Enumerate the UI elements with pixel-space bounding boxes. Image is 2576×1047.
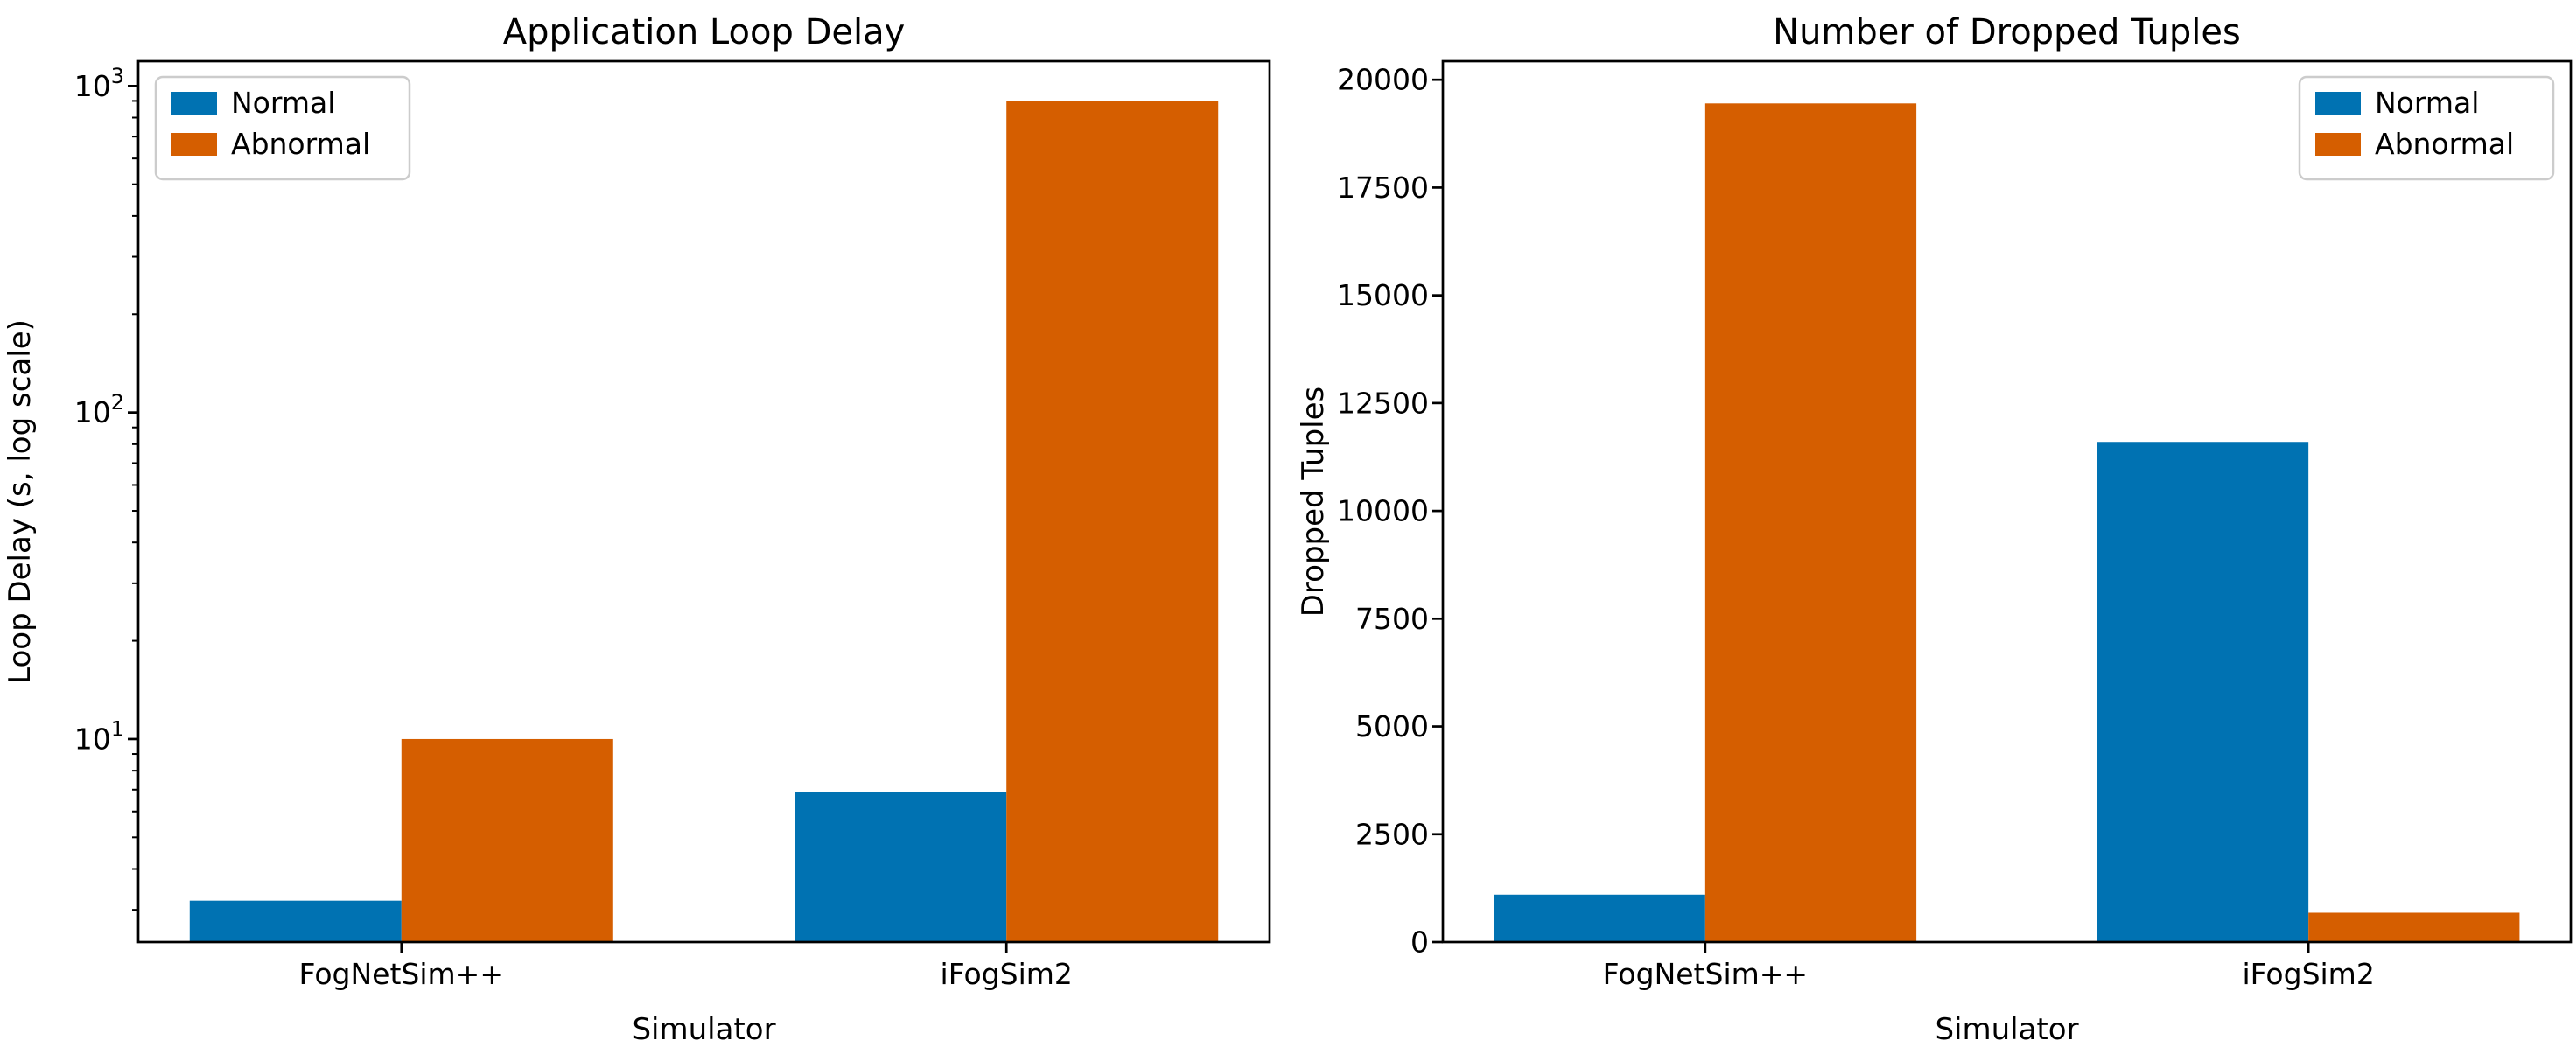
x-tick-label: iFogSim2	[2242, 957, 2374, 991]
chart-title: Application Loop Delay	[503, 12, 906, 52]
y-tick-label: 102	[74, 390, 124, 429]
legend-label-abnormal: Abnormal	[2375, 127, 2514, 161]
x-tick-label: FogNetSim++	[299, 957, 504, 991]
chart-title: Number of Dropped Tuples	[1773, 12, 2241, 52]
bar-fognetsim-normal	[1494, 894, 1705, 942]
legend-label-normal: Normal	[2375, 86, 2479, 120]
y-tick-label: 0	[1410, 925, 1429, 960]
x-tick-label: iFogSim2	[941, 957, 1073, 991]
legend-box	[154, 75, 411, 181]
y-tick-label: 7500	[1355, 602, 1429, 636]
x-tick-label: FogNetSim++	[1603, 957, 1808, 991]
legend: Normal Abnormal	[154, 75, 411, 181]
legend-label-abnormal: Abnormal	[231, 127, 370, 161]
legend-label-normal: Normal	[231, 86, 335, 120]
legend-swatch-normal	[172, 92, 217, 115]
chart-number-of-dropped-tuples: 0 2500 5000 7500 10000 12500 15000 17500 20000 Fo…	[1296, 12, 2572, 1047]
x-axis-label: Simulator	[632, 1012, 775, 1047]
y-axis-label: Loop Delay (s, log scale)	[3, 319, 38, 684]
y-tick-label: 10000	[1337, 494, 1429, 528]
bar-ifogsim2-normal	[794, 792, 1007, 942]
x-axis-label: Simulator	[1935, 1012, 2078, 1047]
bar-fognetsim-abnormal	[401, 738, 613, 942]
bar-ifogsim2-abnormal	[2308, 912, 2520, 942]
y-tick-label: 12500	[1337, 386, 1429, 420]
y-axis-label: Dropped Tuples	[1296, 387, 1331, 618]
axes-frame	[136, 59, 1271, 944]
legend: Normal Abnormal	[2298, 75, 2555, 181]
legend-swatch-normal	[2315, 92, 2361, 115]
y-tick-label: 20000	[1337, 63, 1429, 97]
bar-fognetsim-abnormal	[1704, 103, 1917, 943]
axes-frame	[1441, 59, 2572, 944]
legend-swatch-abnormal	[172, 133, 217, 156]
bar-ifogsim2-abnormal	[1006, 101, 1219, 943]
y-tick-label: 101	[74, 716, 124, 756]
y-tick-label: 15000	[1337, 278, 1429, 312]
y-tick-label: 2500	[1355, 817, 1429, 851]
y-tick-label: 5000	[1355, 709, 1429, 743]
y-tick-label: 103	[74, 64, 124, 103]
bar-ifogsim2-normal	[2096, 442, 2309, 942]
bar-fognetsim-normal	[189, 900, 402, 942]
chart-application-loop-delay: 101 102 103 FogNetSim++ iFogSim2 Application …	[3, 12, 1271, 1047]
legend-swatch-abnormal	[2315, 133, 2361, 156]
y-tick-label: 17500	[1337, 171, 1429, 205]
legend-box	[2298, 75, 2555, 181]
